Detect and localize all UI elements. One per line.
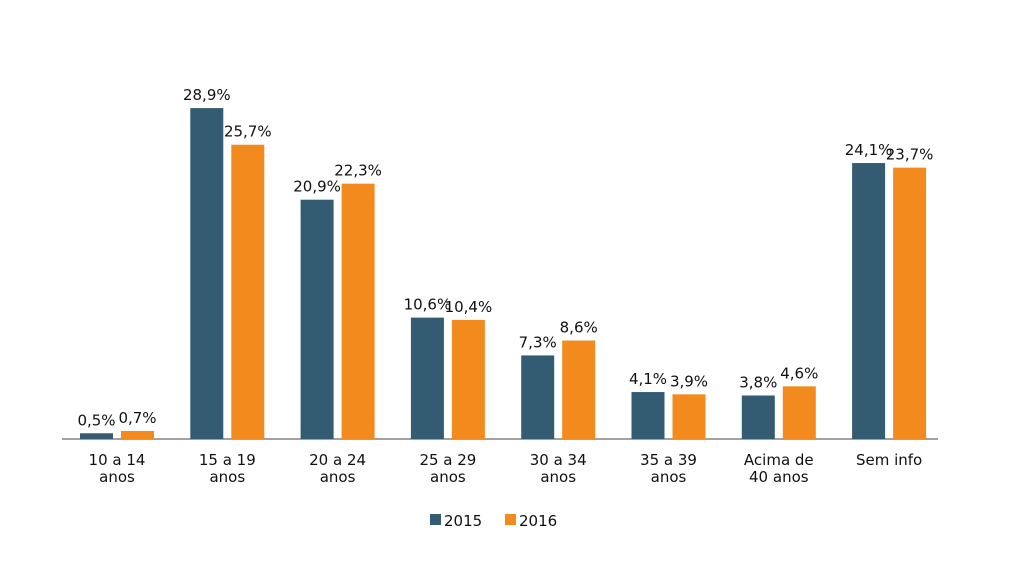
value-label: 10,4% [445,298,493,316]
x-tick-label: 30 a 34 anos [529,451,587,486]
value-label: 3,8% [739,373,777,391]
bar [341,183,375,439]
x-tick-label: 10 a 14 anos [88,451,146,486]
bar [300,199,334,439]
value-label: 0,5% [77,411,115,429]
x-tick-label: 25 a 29 anos [419,451,477,486]
bar [631,392,665,439]
x-tick-label: 35 a 39 anos [640,451,697,486]
x-tick-label: Acima de 40 anos [743,451,814,486]
legend-label: 2015 [444,512,482,530]
bar [893,167,927,439]
value-label: 10,6% [404,296,452,314]
value-label: 23,7% [886,146,934,164]
bar [231,144,265,440]
value-label: 22,3% [334,162,382,180]
bar [562,340,596,439]
bar [410,317,444,439]
bar [741,395,775,439]
value-label: 7,3% [519,333,557,351]
x-tick-label: 15 a 19 anos [198,451,256,486]
value-label: 25,7% [224,123,272,141]
value-label: 8,6% [560,319,598,337]
legend-swatch [505,514,516,525]
value-label: 24,1% [845,141,893,159]
value-label: 4,6% [780,364,818,382]
value-label: 28,9% [183,86,231,104]
bar [672,394,706,439]
value-label: 0,7% [118,409,156,427]
bar [782,386,816,439]
bar [80,433,113,439]
legend-label: 2016 [519,512,557,530]
bar [521,355,555,439]
value-label: 20,9% [293,178,341,196]
x-tick-label: 20 a 24 anos [309,451,367,486]
value-label: 3,9% [670,372,708,390]
value-label: 4,1% [629,370,667,388]
legend-swatch [430,514,441,525]
x-tick-label: Sem info [855,451,923,469]
bar [852,163,886,439]
bar [121,430,154,439]
bar [190,108,224,439]
bar [451,319,485,439]
